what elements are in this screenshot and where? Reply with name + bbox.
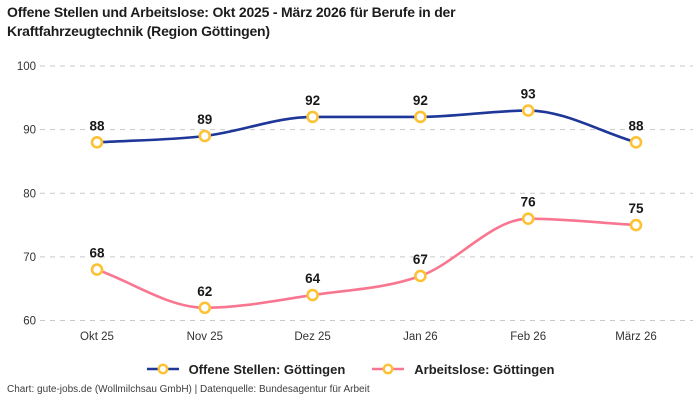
chart-legend: Offene Stellen: Göttingen Arbeitslose: G… [0,359,700,379]
data-point-marker [198,129,212,143]
attribution-footer: Chart: gute-jobs.de (Wollmilchsau GmbH) … [7,384,370,395]
y-tick-label: 70 [23,252,36,264]
data-point-label: 67 [413,252,428,267]
legend-line-marker-icon [146,363,179,375]
legend-item-arbeitslose: Arbeitslose: Göttingen [371,362,554,377]
data-point-label: 62 [197,284,212,299]
y-tick-label: 90 [23,125,36,137]
data-point-label: 68 [89,246,105,261]
data-point-marker [414,110,427,124]
chart-title: Offene Stellen und Arbeitslose: Okt 2025… [7,4,456,40]
y-tick-label: 100 [17,61,36,73]
legend-label-arbeitslose: Arbeitslose: Göttingen [414,361,555,377]
x-tick-label: Feb 26 [510,331,546,343]
data-point-label: 75 [628,201,644,216]
data-point-marker [521,104,535,117]
legend-line-marker-icon [372,363,405,375]
x-tick-label: Okt 25 [80,331,114,343]
legend-item-offene-stellen: Offene Stellen: Göttingen [146,361,346,377]
data-point-label: 93 [521,87,537,102]
data-point-label: 92 [305,93,320,108]
legend-label-offene-stellen: Offene Stellen: Göttingen [188,361,346,377]
data-point-marker [629,136,643,149]
x-tick-label: März 26 [615,331,657,343]
series-line [95,109,638,144]
data-point-marker [629,218,643,232]
y-tick-label: 80 [23,188,36,200]
data-point-marker [306,288,319,302]
data-point-label: 88 [628,118,644,133]
data-point-label: 88 [89,118,105,133]
data-point-label: 76 [521,195,537,210]
series-line [95,217,638,310]
data-point-label: 64 [305,271,321,286]
data-point-marker [90,263,104,276]
x-tick-label: Jan 26 [403,331,438,343]
data-point-label: 89 [197,112,212,127]
data-point-marker [521,212,535,225]
x-tick-label: Dez 25 [294,331,330,343]
y-tick-label: 60 [23,316,36,328]
x-tick-label: Nov 25 [187,331,223,343]
data-point-marker [90,136,104,149]
data-point-label: 92 [413,93,428,108]
data-point-marker [414,269,427,283]
data-point-marker [198,301,212,315]
data-point-marker [306,110,319,124]
